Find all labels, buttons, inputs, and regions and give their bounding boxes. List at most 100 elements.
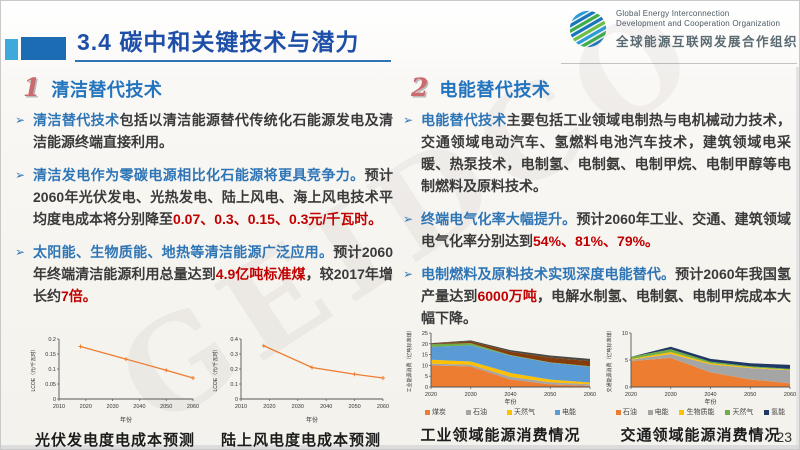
legend-swatch	[764, 409, 770, 415]
svg-text:2020: 2020	[425, 392, 437, 398]
svg-text:2030: 2030	[106, 404, 118, 410]
svg-text:0.1: 0.1	[230, 382, 238, 388]
svg-text:2030: 2030	[465, 392, 477, 398]
wind-lcoe-chart: 0 0.1 0.2 0.3 0.4 2010 2020 2030 2040 2050 2060 年份 L…	[212, 337, 389, 424]
svg-text:10: 10	[422, 363, 428, 369]
svg-text:2020: 2020	[625, 392, 637, 398]
industry-energy-figure: 0 5 10 15 20 25 2020 2030 2040 2050 2060 年份 工业能源消费（亿…	[405, 328, 596, 445]
chart-legend: 煤炭 石油 天然气 电能	[405, 407, 596, 417]
svg-text:2040: 2040	[133, 404, 145, 410]
bullet-item: ➢ 电能替代技术主要包括工业领域电制热与电机械动力技术，交通领域电动汽车、氢燃料…	[403, 109, 791, 197]
title-underline	[75, 60, 391, 62]
text-segment: 清洁替代技术	[33, 112, 120, 128]
section-header: 2 电能替代技术	[411, 73, 550, 102]
svg-text:2020: 2020	[80, 404, 92, 410]
arrow-bullet-icon: ➢	[15, 168, 26, 182]
logo-text-cn: 全球能源互联网发展合作组织	[616, 34, 799, 49]
svg-text:2060: 2060	[377, 404, 389, 410]
svg-text:20: 20	[422, 342, 428, 348]
legend-item: 生物质能	[679, 407, 714, 417]
arrow-bullet-icon: ➢	[403, 212, 414, 226]
svg-text:5: 5	[425, 374, 428, 380]
accent-square-light	[5, 39, 18, 60]
bullet-text: 太阳能、生物质能、地热等清洁能源广泛应用。预计2060年终端清洁能源利用总量达到…	[33, 241, 393, 307]
legend-swatch	[555, 409, 560, 415]
text-segment: ，较2017年增长约	[33, 266, 393, 304]
text-segment: 6000万吨	[477, 288, 537, 304]
svg-text:2050: 2050	[744, 392, 756, 398]
legend-swatch	[679, 409, 685, 415]
legend-item: 石油	[615, 407, 637, 417]
text-segment: 预计2060年工业、交通、建筑领域电气化率分别达到	[421, 211, 791, 249]
bullet-item: ➢ 太阳能、生物质能、地热等清洁能源广泛应用。预计2060年终端清洁能源利用总量…	[15, 241, 393, 307]
legend-swatch	[507, 409, 512, 415]
text-segment: 主要包括工业领域电制热与电机械动力技术，交通领域电动汽车、氢燃料电池汽车技术，建…	[421, 112, 792, 194]
arrow-bullet-icon: ➢	[15, 113, 26, 127]
text-segment: 预计2060年我国氢产量达到	[421, 266, 791, 304]
svg-text:0: 0	[53, 397, 56, 403]
chart-caption: 交通领域能源消费情况	[620, 427, 781, 444]
bullet-list: ➢ 清洁替代技术包括以清洁能源替代传统化石能源发电及清洁能源终端直接利用。 ➢ …	[15, 109, 393, 318]
legend-item: 天然气	[725, 407, 753, 417]
chart-caption: 工业领域能源消费情况	[420, 427, 581, 444]
arrow-bullet-icon: ➢	[403, 113, 414, 127]
transport-energy-chart: 0 5 10 2020 2030 2040 2050 2060 年份 交通能源消费（亿吨标准煤）	[606, 328, 796, 406]
page-title: 3.4 碳中和关键技术与潜力	[77, 29, 360, 55]
svg-text:0.2: 0.2	[230, 367, 238, 373]
svg-text:0.3: 0.3	[230, 352, 238, 358]
globe-icon	[567, 8, 609, 50]
text-segment: 预计2060年光伏发电、光热发电、陆上风电、海上风电技术平均度电成本将分别降至	[33, 167, 394, 227]
svg-text:2040: 2040	[320, 404, 332, 410]
organization-logo: Global Energy Interconnection Developmen…	[567, 8, 798, 50]
svg-text:0.15: 0.15	[45, 352, 56, 358]
industry-energy-chart: 0 5 10 15 20 25 2020 2030 2040 2050 2060 年份 工业能源消费（亿…	[406, 328, 596, 406]
text-segment: 电制燃料及原料技术实现深度电能替代。	[421, 266, 676, 282]
chart-caption: 陆上风电度电成本预测	[220, 432, 381, 449]
bullet-item: ➢ 清洁替代技术包括以清洁能源替代传统化石能源发电及清洁能源终端直接利用。	[15, 109, 393, 153]
svg-text:2050: 2050	[348, 404, 360, 410]
logo-text: Global Energy Interconnection Developmen…	[616, 9, 798, 50]
text-segment: 终端电气化率大幅提升。	[421, 211, 577, 227]
svg-text:2020: 2020	[263, 404, 275, 410]
svg-text:0.2: 0.2	[48, 337, 56, 343]
bullet-item: ➢ 清洁发电作为零碳电源相比化石能源将更具竞争力。预计2060年光伏发电、光热发…	[15, 164, 393, 230]
svg-text:2030: 2030	[292, 404, 304, 410]
svg-text:2040: 2040	[704, 392, 716, 398]
svg-text:0.05: 0.05	[45, 382, 56, 388]
logo-underline	[561, 63, 797, 64]
svg-text:0.4: 0.4	[230, 337, 238, 343]
legend-swatch	[725, 409, 731, 415]
section-header: 1 清洁替代技术	[23, 73, 162, 102]
bullet-text: 清洁发电作为零碳电源相比化石能源将更具竞争力。预计2060年光伏发电、光热发电、…	[33, 164, 393, 230]
chart-legend: 石油 电能 生物质能 天然气 氢能	[605, 407, 796, 417]
logo-text-en-1: Global Energy Interconnection	[616, 8, 730, 18]
svg-text:LCOE（元/千瓦时）: LCOE（元/千瓦时）	[30, 346, 37, 391]
pv-lcoe-figure: 0 0.05 0.1 0.15 0.2 2010 2020 2030 2040 2050 2060 年…	[29, 333, 201, 449]
text-segment: 预计2060年终端清洁能源利用总量达到	[33, 244, 393, 282]
legend-swatch	[647, 409, 653, 415]
legend-swatch	[615, 409, 621, 415]
accent-square-dark	[21, 37, 66, 60]
svg-text:2040: 2040	[504, 392, 516, 398]
svg-text:25: 25	[422, 331, 428, 337]
svg-text:工业能源消费（亿吨标准煤）: 工业能源消费（亿吨标准煤）	[406, 328, 413, 393]
svg-text:年份: 年份	[120, 416, 132, 424]
legend-item: 电能	[647, 407, 669, 417]
text-segment: 包括以清洁能源替代传统化石能源发电及清洁能源终端直接利用。	[33, 112, 393, 150]
logo-text-en-2: Development and Cooperation Organization	[616, 18, 781, 28]
text-segment: 太阳能、生物质能、地热等清洁能源广泛应用。	[33, 244, 334, 260]
svg-text:0: 0	[235, 397, 238, 403]
svg-text:2060: 2060	[784, 392, 796, 398]
bullet-text: 电制燃料及原料技术实现深度电能替代。预计2060年我国氢产量达到6000万吨，电…	[421, 263, 791, 329]
section-title: 电能替代技术	[439, 80, 551, 100]
arrow-bullet-icon: ➢	[15, 245, 26, 259]
text-segment: 电能替代技术	[421, 112, 507, 128]
text-segment: 清洁发电作为零碳电源相比化石能源将更具竞争力。	[33, 167, 365, 183]
svg-text:2010: 2010	[235, 404, 247, 410]
bullet-item: ➢ 电制燃料及原料技术实现深度电能替代。预计2060年我国氢产量达到6000万吨…	[403, 263, 791, 329]
bullet-text: 终端电气化率大幅提升。预计2060年工业、交通、建筑领域电气化率分别达到54%、…	[421, 208, 791, 252]
section-number: 2	[411, 73, 429, 102]
text-segment: 4.9亿吨标准煤	[215, 266, 306, 282]
pv-lcoe-chart: 0 0.05 0.1 0.15 0.2 2010 2020 2030 2040 2050 2060 年…	[30, 337, 199, 424]
